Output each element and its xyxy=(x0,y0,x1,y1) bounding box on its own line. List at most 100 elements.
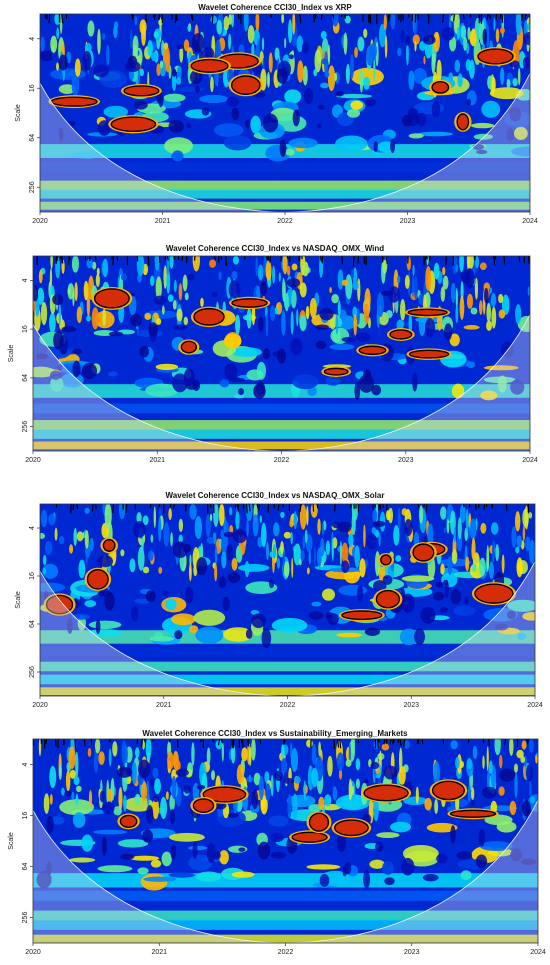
coherence-streak xyxy=(357,278,361,302)
coherence-streak xyxy=(265,313,269,337)
coherence-streak xyxy=(331,538,334,562)
coherence-streak xyxy=(142,566,150,574)
coherence-valley xyxy=(168,119,184,133)
coherence-streak xyxy=(178,283,183,301)
coherence-streak xyxy=(160,796,168,820)
y-tick-label: 16 xyxy=(22,325,29,333)
coherence-streak xyxy=(291,263,298,271)
x-tick-label: 2023 xyxy=(400,218,416,225)
coherence-streak xyxy=(331,294,339,304)
coherence-blob xyxy=(188,845,208,851)
coherence-blob xyxy=(155,363,179,371)
top-significance-mark xyxy=(91,504,94,512)
top-significance-mark xyxy=(377,739,379,748)
coherence-streak xyxy=(491,306,497,329)
coherence-blob xyxy=(168,832,205,842)
coherence-streak xyxy=(129,558,136,573)
coherence-valley xyxy=(257,841,271,860)
top-significance-mark xyxy=(70,504,72,514)
coherence-streak xyxy=(50,35,58,53)
coherence-streak xyxy=(459,256,464,273)
coherence-streak xyxy=(266,71,270,88)
top-significance-mark xyxy=(240,739,243,744)
coherence-blob xyxy=(453,605,476,617)
coherence-streak xyxy=(75,751,79,778)
chart-title: Wavelet Coherence CCI30_Index vs XRP xyxy=(198,3,352,12)
x-tick-label: 2024 xyxy=(522,457,538,464)
coherence-streak xyxy=(431,53,436,74)
coherence-streak xyxy=(288,19,293,44)
coherence-streak xyxy=(214,563,218,582)
coherence-valley xyxy=(387,286,401,303)
coherence-streak xyxy=(163,265,167,289)
coherence-band xyxy=(33,934,538,943)
coherence-streak xyxy=(447,556,453,576)
top-significance-mark xyxy=(108,739,111,743)
coherence-streak xyxy=(303,780,307,800)
coherence-streak xyxy=(38,269,43,284)
top-significance-mark xyxy=(152,739,155,743)
coherence-streak xyxy=(210,15,218,24)
coherence-streak xyxy=(465,508,469,533)
coherence-valley xyxy=(286,277,301,288)
coherence-streak xyxy=(89,537,94,552)
coherence-blob xyxy=(292,374,319,390)
coherence-streak xyxy=(281,14,285,24)
top-significance-mark xyxy=(483,504,486,510)
significance-contour xyxy=(412,543,435,562)
coherence-streak xyxy=(86,258,93,269)
coherence-blob xyxy=(473,133,493,140)
coherence-valley xyxy=(422,34,436,45)
top-significance-mark xyxy=(177,256,180,260)
coherence-streak xyxy=(229,506,233,516)
coherence-streak xyxy=(165,791,169,800)
coherence-streak xyxy=(245,504,253,522)
coherence-streak xyxy=(162,305,165,315)
coherence-valley xyxy=(450,589,462,605)
coherence-valley xyxy=(174,630,183,640)
coherence-streak xyxy=(535,755,538,764)
coherence-streak xyxy=(69,769,76,779)
coherence-streak xyxy=(467,784,472,803)
coherence-valley xyxy=(172,373,188,393)
coherence-valley xyxy=(262,113,279,133)
coherence-streak xyxy=(470,787,475,801)
chart-panel-sustainability-emerging-markets: Wavelet Coherence CCI30_Index vs Sustain… xyxy=(0,727,550,965)
coherence-valley xyxy=(211,291,218,298)
coherence-blob xyxy=(188,625,199,634)
coherence-streak xyxy=(472,563,477,572)
x-tick-label: 2021 xyxy=(151,949,167,956)
top-significance-mark xyxy=(462,14,465,20)
coherence-streak xyxy=(515,546,520,554)
coherence-streak xyxy=(313,546,317,567)
coherence-streak xyxy=(378,23,387,48)
coherence-streak xyxy=(522,526,526,541)
coherence-valley xyxy=(439,606,448,613)
coherence-blob xyxy=(325,376,341,386)
coherence-valley xyxy=(97,120,111,136)
coherence-streak xyxy=(487,75,494,90)
coherence-streak xyxy=(291,557,294,578)
y-axis-label: Scale xyxy=(8,345,15,363)
significance-contour xyxy=(93,288,130,309)
coherence-streak xyxy=(359,558,366,578)
coherence-band xyxy=(33,429,530,439)
top-significance-mark xyxy=(258,504,261,511)
coherence-streak xyxy=(49,794,53,805)
coherence-streak xyxy=(256,285,261,300)
coherence-valley xyxy=(316,123,322,129)
top-significance-mark xyxy=(277,504,280,511)
coherence-blob xyxy=(271,617,308,633)
coherence-valley xyxy=(233,529,247,544)
coherence-streak xyxy=(293,511,298,530)
coherence-valley xyxy=(226,96,240,107)
coherence-streak xyxy=(144,312,152,320)
coherence-valley xyxy=(510,379,525,395)
coherence-streak xyxy=(442,266,446,276)
coherence-blob xyxy=(222,627,253,642)
significance-contour xyxy=(408,349,450,359)
top-significance-mark xyxy=(152,14,156,18)
top-significance-mark xyxy=(169,504,172,508)
coherence-streak xyxy=(272,265,276,284)
coherence-blob xyxy=(463,325,480,330)
